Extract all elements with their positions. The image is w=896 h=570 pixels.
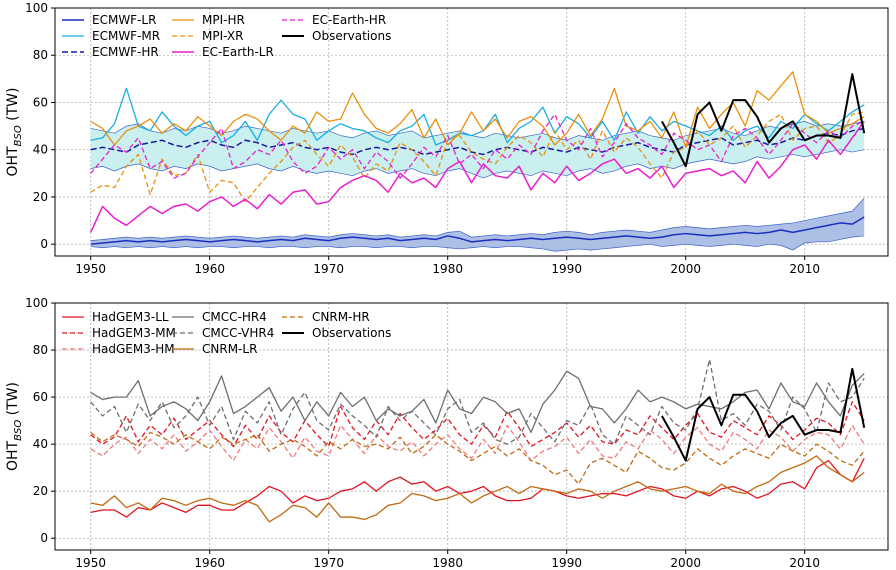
legend-label: ECMWF-HR [92,45,159,59]
series-observations [661,73,866,168]
legend-label: ECMWF-MR [92,29,160,43]
x-tick-label: 2010 [789,556,820,570]
x-tick-label: 1990 [551,262,582,276]
series-mpi-hr [90,71,865,149]
series-cnrm-hr [90,431,865,485]
band-1 [90,198,865,252]
legend-label: EC-Earth-LR [202,45,274,59]
y-tick-label: 80 [33,343,48,357]
legend-label: CNRM-HR [312,310,370,324]
x-tick-label: 2000 [670,556,701,570]
series-ec-earth-hr [90,113,865,179]
band-lower-0 [90,149,865,179]
series-ec-earth-lr [90,120,865,233]
y-tick-label: 20 [33,484,48,498]
band-upper-0 [90,121,865,141]
legend-label: HadGEM3-LL [92,310,169,324]
y-tick-label: 0 [40,531,48,545]
y-tick-label: 40 [33,437,48,451]
y-tick-label: 20 [33,190,48,204]
axes-frame [54,7,889,257]
x-tick-label: 1980 [432,556,463,570]
series-hadgem3-mm [90,401,865,448]
y-tick-label: 0 [40,237,48,251]
y-tick-label: 100 [25,296,48,310]
series-ecmwf-hr [90,127,865,156]
legend-label: MPI-XR [202,29,243,43]
legend: HadGEM3-LL HadGEM3-MM HadGEM3-HM CMCC-HR4 CM… [62,310,391,356]
legend-label: CMCC-VHR4 [202,326,274,340]
y-tick-label: 100 [25,1,48,15]
legend-label: ECMWF-LR [92,13,156,27]
band-lower-1 [90,235,865,252]
series-cnrm-lr [90,455,865,523]
x-tick-label: 2010 [789,262,820,276]
series-ecmwf-lr [90,216,865,245]
legend: ECMWF-LR ECMWF-MR ECMWF-HR MPI-HR MPI-XR EC-E… [62,13,391,59]
series-hadgem3-ll [90,457,865,518]
series-mpi-xr [90,111,865,203]
y-tick-label: 40 [33,143,48,157]
plot-area [90,358,866,523]
legend-label: MPI-HR [202,13,245,27]
top-panel: 1950 1960 1970 1980 1990 2000 2010 0 20 40 60 80 100… [5,1,889,276]
band-upper-1 [90,197,865,241]
legend-label: Observations [312,29,391,43]
series-ecmwf-mr [90,87,865,146]
x-tick-label: 1970 [313,262,344,276]
plot-area [90,71,866,252]
series-hadgem3-hm [90,424,865,462]
x-tick-label: 1960 [194,262,225,276]
legend-label: Observations [312,326,391,340]
series-cmcc-hr4 [90,370,865,434]
y-tick-label: 60 [33,95,48,109]
x-tick-label: 2000 [670,262,701,276]
series-observations [661,367,866,462]
legend-label: HadGEM3-MM [92,326,176,340]
x-tick-label: 1980 [432,262,463,276]
x-tick-label: 1950 [75,262,106,276]
x-tick-label: 1950 [75,556,106,570]
x-tick-label: 1970 [313,556,344,570]
x-tick-label: 1960 [194,556,225,570]
y-axis-label: OHTBSO (TW) [5,382,24,471]
x-tick-label: 1990 [551,556,582,570]
bottom-panel: 1950 1960 1970 1980 1990 2000 2010 0 20 40 60 80 100… [5,296,889,570]
y-tick-label: 80 [33,48,48,62]
legend-label: CNRM-LR [202,342,257,356]
axes-frame [54,302,889,551]
y-axis-label: OHTBSO (TW) [5,88,24,177]
legend-label: CMCC-HR4 [202,310,267,324]
legend-label: HadGEM3-HM [92,342,175,356]
y-tick-label: 60 [33,390,48,404]
series-cmcc-vhr4 [90,358,865,445]
band-0 [90,121,865,179]
legend-label: EC-Earth-HR [312,13,386,27]
